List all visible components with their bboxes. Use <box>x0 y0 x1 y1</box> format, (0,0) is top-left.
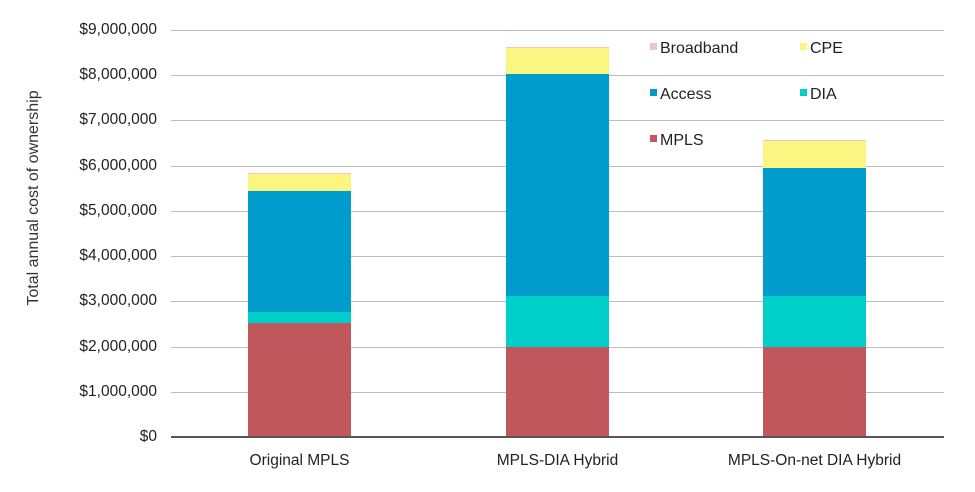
x-axis-line <box>171 436 944 438</box>
bar-segment-broadband <box>506 47 609 49</box>
bar-segment-dia <box>763 295 866 347</box>
x-tick-label: MPLS-DIA Hybrid <box>496 452 619 469</box>
bar-segment-access <box>763 167 866 296</box>
legend-swatch-mpls <box>650 134 657 142</box>
bar-segment-dia <box>506 295 609 347</box>
y-tick-label: $4,000,000 <box>79 247 157 265</box>
y-tick-label: $0 <box>139 428 157 445</box>
bar-segment-mpls <box>248 322 351 437</box>
y-tick-label: $1,000,000 <box>79 382 157 400</box>
y-tick-label: $2,000,000 <box>79 337 157 355</box>
legend-swatch-access <box>650 88 657 96</box>
legend-label: CPE <box>810 40 843 57</box>
y-tick-label: $8,000,000 <box>79 66 157 84</box>
y-tick-label: $5,000,000 <box>79 201 157 219</box>
legend-label: DIA <box>810 86 837 103</box>
bar-segment-mpls <box>506 346 609 437</box>
bar-segment-broadband <box>248 173 351 175</box>
legend-item-cpe: CPE <box>800 40 843 58</box>
legend-label: Access <box>660 86 712 103</box>
legend-label: MPLS <box>660 132 704 149</box>
y-axis-title-wrap: Total annual cost of ownership <box>24 82 44 314</box>
legend-item-access: Access <box>650 86 712 104</box>
bar-segment-access <box>506 74 609 296</box>
legend-swatch-cpe <box>800 42 807 50</box>
gridline <box>171 30 944 31</box>
bar-mpls-on-net-dia-hybrid <box>763 0 866 492</box>
bar-original-mpls <box>248 0 351 492</box>
legend-swatch-broadband <box>650 42 657 50</box>
legend-item-broadband: Broadband <box>650 40 738 58</box>
bar-segment-broadband <box>763 140 866 142</box>
bar-segment-dia <box>248 312 351 323</box>
y-tick-label: $7,000,000 <box>79 111 157 129</box>
legend-item-dia: DIA <box>800 86 837 104</box>
bar-segment-cpe <box>506 48 609 75</box>
bar-segment-cpe <box>763 141 866 168</box>
y-tick-label: $3,000,000 <box>79 292 157 310</box>
bar-segment-access <box>248 191 351 313</box>
bar-mpls-dia-hybrid <box>506 0 609 492</box>
x-tick-label: MPLS-On-net DIA Hybrid <box>727 452 902 469</box>
y-tick-label: $9,000,000 <box>79 21 157 39</box>
legend-swatch-dia <box>800 88 807 96</box>
bar-segment-mpls <box>763 346 866 437</box>
x-tick-label: Original MPLS <box>249 452 350 469</box>
bar-segment-cpe <box>248 174 351 191</box>
legend-label: Broadband <box>660 40 739 57</box>
legend-item-mpls: MPLS <box>650 132 704 150</box>
legend: Broadband CPE Access DIA MPLS <box>650 40 880 160</box>
y-tick-label: $6,000,000 <box>79 156 157 174</box>
y-axis-title: Total annual cost of ownership <box>25 90 42 306</box>
